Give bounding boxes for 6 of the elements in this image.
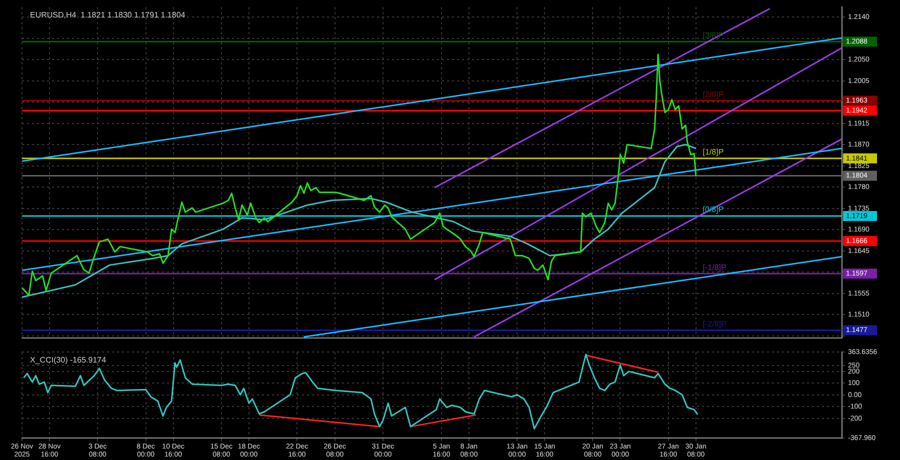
- chart-title: X_CCI(30) -165.9174: [30, 355, 107, 364]
- annotation: [-1/8]P: [702, 262, 726, 272]
- chart-title: EURUSD,H4 1.1821 1.1830 1.1791 1.1804: [30, 10, 186, 20]
- annotation: [-2/8]P: [702, 319, 726, 328]
- annotation: [1/8]P: [702, 148, 724, 157]
- annotation: [2/8]P: [702, 90, 724, 99]
